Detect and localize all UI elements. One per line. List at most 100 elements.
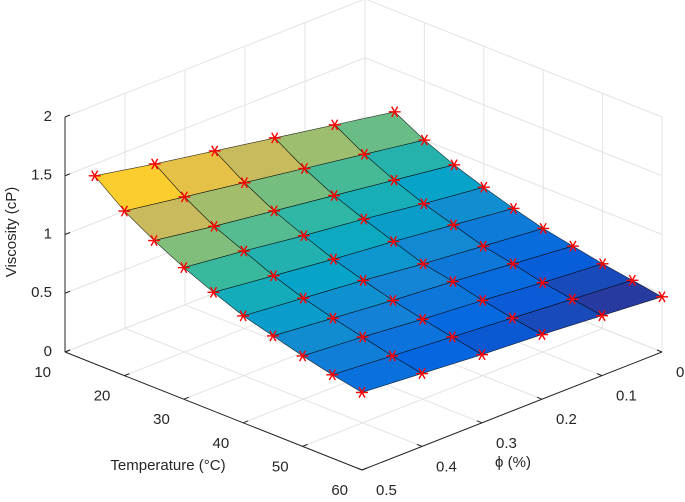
tick-mark: [124, 373, 130, 377]
data-point: [477, 240, 490, 252]
data-point: [327, 253, 340, 265]
data-point: [596, 310, 608, 322]
marker-stroke: [538, 277, 547, 289]
data-point: [328, 190, 341, 202]
data-point: [537, 222, 550, 234]
marker-stroke: [299, 292, 307, 304]
marker-stroke: [569, 240, 577, 252]
data-point: [358, 148, 371, 160]
y-tick-label: 0.2: [556, 411, 577, 428]
data-point: [268, 132, 281, 144]
data-point: [237, 245, 250, 257]
data-point: [507, 202, 520, 214]
z-tick-label: 0: [44, 343, 52, 360]
data-point: [388, 174, 401, 186]
marker-stroke: [508, 312, 516, 324]
data-point: [357, 213, 370, 225]
data-point: [448, 159, 461, 171]
data-point: [566, 293, 579, 305]
marker-stroke: [388, 350, 396, 362]
marker-stroke: [420, 198, 428, 210]
data-point: [328, 119, 341, 131]
y-tick-label: 0.5: [376, 482, 397, 499]
grid-line: [364, 57, 663, 177]
data-point: [148, 234, 161, 247]
marker-stroke: [598, 258, 607, 270]
marker-stroke: [418, 368, 426, 380]
data-point: [416, 368, 428, 380]
data-point: [88, 170, 101, 182]
marker-stroke: [479, 240, 487, 252]
tick-mark: [656, 349, 663, 353]
data-point: [297, 230, 310, 242]
marker-stroke: [211, 145, 219, 157]
marker-stroke: [598, 310, 606, 322]
y-tick-label: 0.4: [436, 458, 457, 475]
tick-mark: [536, 396, 543, 400]
marker-stroke: [360, 148, 369, 160]
tick-mark: [64, 349, 71, 353]
marker-stroke: [420, 134, 429, 146]
data-point: [476, 349, 488, 361]
data-point: [446, 276, 459, 288]
x-tick-label: 50: [272, 458, 289, 475]
marker-stroke: [240, 245, 248, 257]
marker-stroke: [120, 205, 129, 217]
marker-stroke: [91, 170, 99, 182]
data-point: [268, 205, 281, 217]
data-point: [536, 329, 548, 341]
marker-stroke: [539, 222, 547, 234]
x-tick-label: 10: [34, 364, 51, 381]
axis-line: [64, 351, 363, 471]
marker-stroke: [449, 219, 458, 231]
y-tick-label: 0.1: [616, 388, 637, 405]
marker-stroke: [300, 230, 308, 242]
data-point: [356, 331, 369, 343]
grid-line: [302, 327, 603, 447]
marker-stroke: [448, 331, 456, 343]
marker-stroke: [180, 191, 189, 203]
tick-mark: [596, 373, 603, 377]
data-point: [237, 310, 250, 322]
marker-stroke: [331, 119, 339, 131]
data-point: [356, 386, 368, 398]
marker-stroke: [150, 234, 158, 247]
tick-mark: [476, 420, 483, 424]
marker-stroke: [298, 350, 307, 362]
marker-stroke: [209, 286, 218, 298]
y-axis-label: ϕ (%): [495, 454, 531, 471]
marker-stroke: [509, 258, 517, 270]
marker-stroke: [658, 291, 666, 303]
data-point: [208, 145, 221, 157]
data-point: [446, 331, 459, 343]
tick-mark: [302, 443, 308, 447]
marker-stroke: [391, 106, 399, 118]
marker-stroke: [300, 162, 309, 175]
data-point: [506, 312, 519, 324]
x-tick-label: 30: [153, 411, 170, 428]
data-point: [266, 330, 279, 342]
z-tick-label: 1: [44, 225, 52, 242]
tick-mark: [243, 420, 249, 424]
axis-line: [361, 351, 663, 471]
tick-mark: [64, 114, 71, 118]
marker-stroke: [389, 235, 398, 248]
marker-stroke: [538, 329, 546, 341]
marker-stroke: [480, 181, 488, 193]
marker-stroke: [151, 158, 159, 170]
data-point: [477, 181, 490, 193]
marker-stroke: [509, 202, 518, 214]
data-point: [656, 291, 668, 303]
data-point: [476, 294, 489, 306]
tick-mark: [356, 467, 363, 471]
marker-stroke: [450, 159, 458, 171]
data-point: [297, 292, 310, 304]
data-point: [267, 270, 280, 282]
tick-mark: [64, 290, 71, 294]
data-point: [208, 220, 221, 232]
marker-stroke: [269, 270, 278, 282]
data-point: [357, 274, 370, 286]
data-point: [386, 294, 399, 306]
